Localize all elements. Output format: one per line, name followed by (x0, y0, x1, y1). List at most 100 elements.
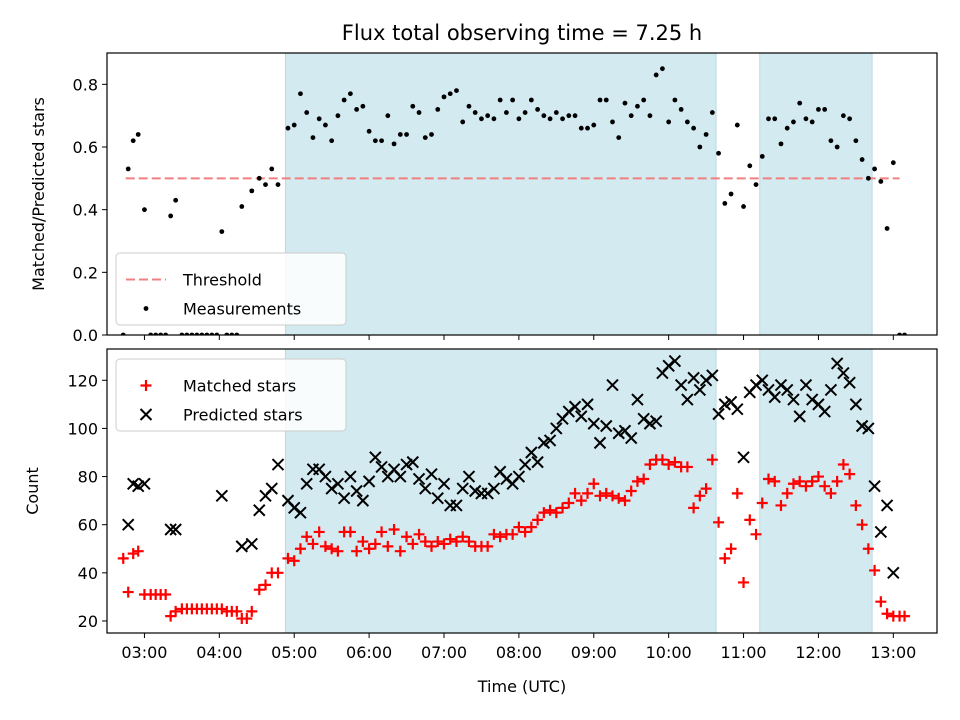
y-axis-label: Matched/Predicted stars (29, 97, 48, 291)
data-point (344, 526, 356, 538)
data-point (649, 414, 663, 428)
data-point (450, 536, 462, 548)
data-point (441, 94, 447, 100)
data-point (566, 113, 572, 119)
data-point (824, 383, 838, 397)
data-point (890, 160, 896, 166)
data-point (494, 531, 506, 543)
data-point (127, 548, 139, 560)
data-point (625, 431, 638, 445)
data-point (301, 531, 313, 543)
data-point (426, 540, 438, 552)
data-point (369, 451, 382, 464)
data-point (310, 135, 316, 141)
data-point (497, 97, 503, 103)
data-point (899, 610, 911, 622)
data-point (578, 125, 584, 131)
data-point (787, 478, 799, 490)
data-point (135, 132, 141, 137)
x-tick-label: 11:00 (720, 643, 766, 662)
data-point (759, 154, 765, 159)
data-point (874, 525, 888, 539)
data-point (853, 138, 859, 144)
data-point (568, 400, 582, 413)
data-point (282, 552, 294, 564)
data-point (591, 122, 597, 128)
data-point (304, 110, 310, 115)
data-point (865, 175, 871, 181)
data-point (532, 514, 544, 526)
data-point (797, 100, 803, 106)
data-point (750, 528, 762, 540)
data-point (666, 119, 672, 125)
data-point (541, 113, 547, 119)
data-point (307, 538, 319, 550)
data-point (600, 419, 613, 433)
chart-title: Flux total observing time = 7.25 h (342, 21, 702, 45)
data-point (531, 455, 544, 469)
data-point (525, 521, 537, 533)
data-point (843, 376, 856, 389)
data-point (300, 477, 313, 490)
data-point (741, 204, 746, 209)
data-point (581, 398, 594, 411)
data-point (298, 91, 303, 97)
data-point (454, 88, 459, 93)
data-point (772, 116, 778, 122)
data-point (563, 497, 575, 509)
data-point (406, 455, 419, 469)
data-point (575, 410, 588, 423)
data-point (269, 166, 275, 172)
data-point (818, 405, 831, 418)
y-tick-label: 40 (78, 564, 98, 583)
data-point (662, 359, 675, 373)
data-point (647, 113, 653, 119)
data-point (880, 499, 894, 512)
data-point (831, 475, 843, 487)
data-point (485, 113, 491, 119)
axes-frame (106, 52, 938, 336)
data-point (397, 132, 403, 137)
data-point (385, 113, 391, 119)
data-point (844, 468, 856, 480)
data-point (738, 576, 750, 588)
data-point (215, 489, 229, 503)
data-point (610, 119, 615, 125)
shaded-interval-1 (284, 348, 717, 634)
x-tick-label: 03:00 (121, 643, 167, 662)
panel-ratio: 0.0 0.2 0.4 0.6 0.8 Matched/Predicted stars Th… (29, 52, 938, 345)
data-point (323, 122, 328, 128)
data-point (404, 132, 409, 137)
data-point (837, 366, 850, 380)
y-tick-label: 0.4 (73, 201, 98, 220)
data-point (635, 103, 640, 109)
data-point (778, 141, 784, 147)
data-point (518, 458, 532, 471)
data-point (663, 459, 675, 471)
data-point (791, 119, 796, 125)
data-point (487, 482, 501, 495)
data-point (688, 502, 700, 514)
data-point (363, 543, 375, 555)
data-point (806, 475, 818, 487)
data-point (793, 410, 806, 423)
data-point (122, 518, 135, 531)
data-point (394, 470, 407, 483)
data-point (822, 107, 828, 112)
data-point (669, 456, 681, 468)
data-point (816, 107, 821, 112)
data-point (709, 110, 715, 115)
data-point (347, 91, 353, 97)
data-point (519, 526, 531, 538)
y-tick-label: 0.6 (73, 138, 98, 157)
data-point (691, 125, 697, 131)
data-point (285, 125, 291, 131)
data-point (165, 610, 177, 622)
data-point (840, 113, 846, 119)
y-tick-label: 120 (67, 371, 98, 390)
data-point (260, 579, 272, 591)
data-point (638, 473, 650, 485)
data-point (875, 596, 887, 608)
data-point (622, 100, 628, 106)
data-point (394, 545, 406, 557)
